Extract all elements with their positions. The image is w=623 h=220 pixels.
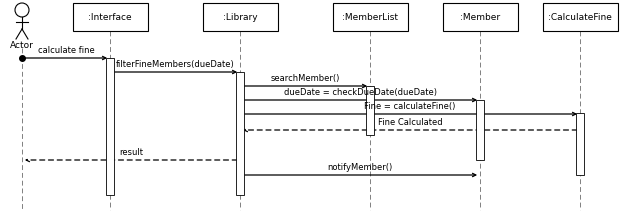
Text: Fine Calculated: Fine Calculated [378, 118, 442, 127]
Bar [476, 100, 484, 160]
Text: Actor: Actor [10, 41, 34, 50]
Text: :MemberList: :MemberList [342, 13, 398, 22]
Bar [202, 3, 277, 31]
Text: notifyMember(): notifyMember() [327, 163, 392, 172]
Bar [442, 3, 518, 31]
Text: filterFineMembers(dueDate): filterFineMembers(dueDate) [116, 60, 234, 69]
Text: dueDate = checkDueDate(dueDate): dueDate = checkDueDate(dueDate) [283, 88, 437, 97]
Text: searchMember(): searchMember() [270, 74, 340, 83]
Text: :Library: :Library [222, 13, 257, 22]
Text: result: result [119, 148, 143, 157]
Text: :Member: :Member [460, 13, 500, 22]
Bar [543, 3, 617, 31]
Text: :CalculateFine: :CalculateFine [548, 13, 612, 22]
Bar [72, 3, 148, 31]
Bar [366, 86, 374, 135]
Bar [106, 58, 114, 195]
Text: :Interface: :Interface [88, 13, 132, 22]
Bar [333, 3, 407, 31]
Bar [576, 113, 584, 175]
Text: Fine = calculateFine(): Fine = calculateFine() [364, 102, 455, 111]
Bar [236, 72, 244, 195]
Text: calculate fine: calculate fine [37, 46, 94, 55]
